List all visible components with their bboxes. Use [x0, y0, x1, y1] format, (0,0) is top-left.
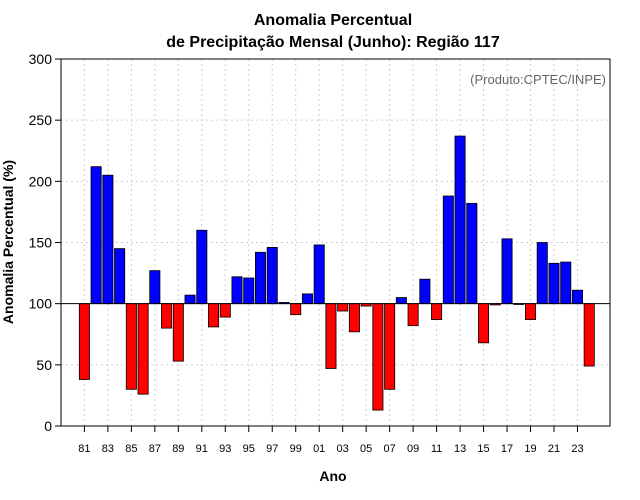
bar-81: [78, 303, 90, 380]
bar-11: [431, 303, 443, 320]
bar-87: [149, 270, 161, 305]
y-axis-label: Anomalia Percentual (%): [0, 160, 16, 324]
y-tick-label: 300: [29, 51, 53, 67]
bar-00: [301, 293, 313, 305]
y-tick-label: 250: [29, 112, 53, 128]
bar-90: [184, 294, 196, 305]
x-tick-label: 97: [266, 443, 278, 455]
x-tick-label: 85: [125, 443, 137, 455]
bar-94: [231, 276, 243, 305]
bar-89: [172, 303, 184, 362]
x-tick-label: 81: [78, 443, 90, 455]
bar-09: [407, 303, 419, 327]
x-tick-label: 11: [431, 443, 442, 455]
y-tick-label: 0: [44, 418, 52, 434]
x-tick-label: 05: [360, 443, 372, 455]
bar-20: [536, 242, 548, 305]
x-tick-label: 09: [407, 443, 419, 455]
bar-85: [125, 303, 137, 390]
bar-82: [90, 166, 102, 305]
bar-01: [313, 244, 325, 305]
bars: [78, 135, 595, 411]
bar-19: [525, 303, 537, 320]
y-tick-label: 150: [29, 235, 53, 251]
bar-21: [548, 262, 560, 305]
bar-99: [290, 303, 302, 316]
y-tick-label: 50: [36, 357, 52, 373]
bar-15: [478, 303, 490, 344]
bar-08: [395, 297, 407, 305]
x-tick-label: 13: [454, 443, 466, 455]
x-tick-label: 93: [219, 443, 231, 455]
x-tick-label: 17: [501, 443, 513, 455]
bar-86: [137, 303, 149, 395]
bar-88: [161, 303, 173, 329]
bar-03: [337, 303, 349, 312]
x-tick-label: 21: [548, 443, 560, 455]
bar-14: [466, 202, 478, 305]
chart-title-line2: de Precipitação Mensal (Junho): Região 1…: [166, 34, 500, 51]
x-axis-label: Ano: [319, 468, 346, 484]
bar-02: [325, 303, 337, 369]
bar-91: [196, 229, 208, 305]
x-tick-label: 15: [477, 443, 489, 455]
bar-83: [102, 174, 114, 305]
x-tick-label: 83: [102, 443, 114, 455]
bar-07: [384, 303, 396, 390]
x-tick-label: 19: [524, 443, 536, 455]
chart-title-line1: Anomalia Percentual: [254, 12, 412, 29]
y-tick-label: 200: [29, 173, 53, 189]
x-tick-label: 87: [149, 443, 161, 455]
bar-93: [219, 303, 231, 318]
bar-04: [348, 303, 360, 333]
bar-92: [208, 303, 220, 328]
x-tick-label: 95: [243, 443, 255, 455]
bar-23: [571, 289, 583, 305]
x-tick-label: 91: [196, 443, 208, 455]
bar-24: [583, 303, 595, 367]
y-tick-label: 100: [29, 296, 53, 312]
y-axis: 0 50 100 150 200 250 300: [29, 51, 61, 434]
bar-96: [254, 251, 266, 305]
x-tick-label: 07: [384, 443, 396, 455]
x-axis: 81 83 85 87 89 91 93 95 97 99 01 03 05 07 09 11 13 15 17 19…: [78, 426, 584, 455]
bar-17: [501, 238, 513, 305]
bar-84: [114, 248, 126, 305]
bar-13: [454, 135, 466, 305]
bar-06: [372, 303, 384, 411]
bar-22: [560, 261, 572, 305]
bar-12: [442, 195, 454, 305]
bar-97: [266, 246, 278, 305]
x-tick-label: 03: [337, 443, 349, 455]
x-tick-label: 99: [290, 443, 302, 455]
x-tick-label: 23: [571, 443, 583, 455]
bar-10: [419, 278, 431, 305]
x-tick-label: 01: [313, 443, 325, 455]
bar-95: [243, 277, 255, 305]
x-tick-label: 89: [172, 443, 184, 455]
credit-text: (Produto:CPTEC/INPE): [470, 72, 606, 87]
